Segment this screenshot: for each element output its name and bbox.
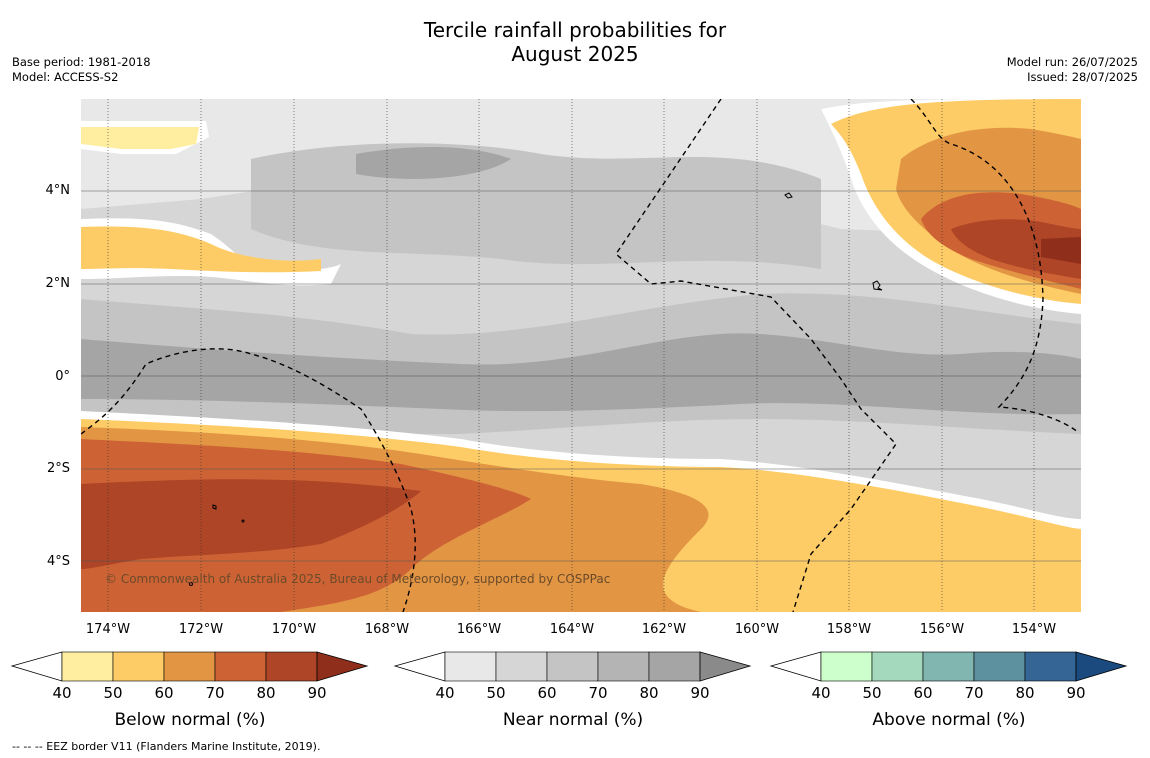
colorbar-below-swatch [214, 651, 267, 682]
issued-text: Issued: 28/07/2025 [1027, 70, 1138, 84]
copyright-text: © Commonwealth of Australia 2025, Bureau… [105, 572, 611, 586]
tick: 40 [52, 684, 72, 702]
colorbar-above-swatch [922, 651, 975, 682]
tick: 80 [1015, 684, 1035, 702]
graticule-lines [81, 190, 1081, 562]
colorbar-above-normal [769, 651, 1128, 682]
tick: 80 [256, 684, 276, 702]
colorbar-below-swatch [112, 651, 165, 682]
near-normal-90-north [356, 147, 511, 179]
colorbar-near-swatch [597, 651, 650, 682]
colorbar-near-normal [393, 651, 752, 682]
tick: 50 [862, 684, 882, 702]
colorbar-near-swatch [444, 651, 497, 682]
tick: 90 [307, 684, 327, 702]
lon-label-156w: 156°W [919, 622, 965, 637]
tick: 50 [103, 684, 123, 702]
tick: 70 [205, 684, 225, 702]
island-outlines [189, 192, 883, 586]
lon-label-168w: 168°W [364, 622, 410, 637]
title-line-1: Tercile rainfall probabilities for [423, 18, 727, 42]
tick: 60 [537, 684, 557, 702]
tick: 80 [639, 684, 659, 702]
colorbar-below-normal [10, 651, 369, 682]
title-line-2: August 2025 [511, 42, 639, 66]
lon-label-162w: 162°W [641, 622, 687, 637]
colorbar-above-arrow-right [1075, 651, 1128, 682]
colorbar-below-arrow-right [316, 651, 369, 682]
tick: 70 [964, 684, 984, 702]
colorbar-below-arrow-left [10, 651, 63, 682]
colorbar-near-swatch [546, 651, 599, 682]
tick: 40 [435, 684, 455, 702]
colorbar-below-swatch [61, 651, 114, 682]
lon-label-174w: 174°W [85, 622, 131, 637]
lon-label-158w: 158°W [826, 622, 872, 637]
below-normal-40-top-left [81, 127, 199, 149]
lon-label-170w: 170°W [271, 622, 317, 637]
colorbar-above-swatch [1024, 651, 1077, 682]
below-normal-80-south [81, 479, 421, 569]
colorbar-near-swatch [495, 651, 548, 682]
lat-label-2s: 2°S [46, 461, 70, 476]
tick: 60 [154, 684, 174, 702]
tick: 60 [913, 684, 933, 702]
near-normal-90-equator [81, 333, 1081, 415]
meta-left: Base period: 1981-2018 Model: ACCESS-S2 [12, 55, 151, 85]
meta-right: Model run: 26/07/2025 Issued: 28/07/2025 [1007, 55, 1138, 85]
rainfall-map [81, 99, 1081, 612]
tick: 70 [588, 684, 608, 702]
lat-label-4s: 4°S [46, 554, 70, 569]
tick: 90 [690, 684, 710, 702]
colorbar-below-swatch [265, 651, 318, 682]
tick: 50 [486, 684, 506, 702]
model-text: Model: ACCESS-S2 [12, 70, 119, 84]
below-normal-80-ne [951, 219, 1081, 279]
tick: 40 [811, 684, 831, 702]
colorbar-above-swatch [973, 651, 1026, 682]
lon-label-172w: 172°W [178, 622, 224, 637]
model-run-text: Model run: 26/07/2025 [1006, 55, 1138, 69]
lon-label-164w: 164°W [549, 622, 595, 637]
base-period-text: Base period: 1981-2018 [12, 55, 151, 69]
colorbar-below-swatch [163, 651, 216, 682]
colorbar-above-label: Above normal (%) [872, 710, 1026, 730]
lat-label-2n: 2°N [45, 276, 71, 291]
colorbar-near-label: Near normal (%) [502, 710, 644, 730]
colorbar-near-swatch [648, 651, 701, 682]
lat-label-0: 0° [55, 369, 70, 384]
colorbar-above-swatch [871, 651, 924, 682]
lon-label-154w: 154°W [1011, 622, 1057, 637]
tick: 90 [1066, 684, 1086, 702]
lon-label-166w: 166°W [456, 622, 502, 637]
colorbar-above-swatch [820, 651, 873, 682]
colorbar-near-arrow-left [393, 651, 446, 682]
colorbar-below-label: Below normal (%) [114, 710, 266, 730]
lon-label-160w: 160°W [734, 622, 780, 637]
colorbar-above-arrow-left [769, 651, 822, 682]
eez-border-lines [81, 99, 1079, 612]
map-title: Tercile rainfall probabilities for Augus… [0, 18, 1150, 66]
lat-label-4n: 4°N [45, 183, 71, 198]
colorbar-near-arrow-right [699, 651, 752, 682]
eez-footnote: -- -- -- EEZ border V11 (Flanders Marine… [12, 740, 321, 753]
below-normal-90-ne [1041, 237, 1081, 264]
